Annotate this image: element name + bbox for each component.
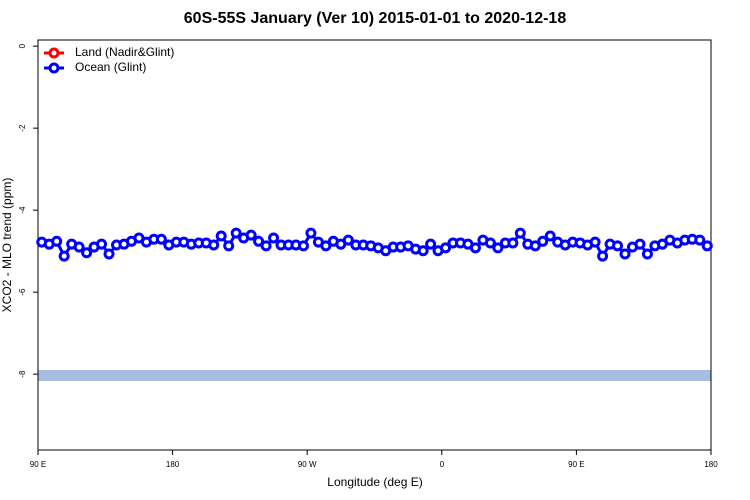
data-point — [297, 240, 309, 252]
data-point — [155, 233, 167, 245]
y-tick-label: -4 — [18, 206, 27, 214]
data-point — [208, 239, 220, 251]
x-tick-label: 90 W — [298, 460, 317, 469]
x-tick-label: 90 E — [568, 460, 584, 469]
data-point — [612, 240, 624, 252]
legend-label: Land (Nadir&Glint) — [75, 45, 174, 59]
data-point — [223, 240, 235, 252]
data-point — [440, 242, 452, 254]
y-axis-label: XCO2 - MLO trend (ppm) — [0, 178, 14, 313]
data-point — [589, 236, 601, 248]
x-tick-label: 180 — [704, 460, 718, 469]
data-point — [103, 248, 115, 260]
data-point — [694, 234, 706, 246]
data-point — [73, 241, 85, 253]
data-point — [529, 240, 541, 252]
chart-title: 60S-55S January (Ver 10) 2015-01-01 to 2… — [184, 10, 567, 27]
data-point — [245, 229, 257, 241]
y-tick-label: -2 — [18, 124, 27, 132]
x-tick-label: 180 — [166, 460, 180, 469]
x-tick-label: 0 — [440, 460, 445, 469]
legend-marker — [48, 62, 60, 74]
y-tick-label: -8 — [18, 370, 27, 378]
data-point — [96, 238, 108, 250]
y-tick-label: 0 — [18, 43, 27, 48]
data-point — [425, 238, 437, 250]
data-point — [619, 248, 631, 260]
x-axis-label: Longitude (deg E) — [327, 475, 422, 489]
data-point — [492, 242, 504, 254]
legend-label: Ocean (Glint) — [75, 60, 146, 74]
data-point — [320, 240, 332, 252]
data-point — [260, 240, 272, 252]
data-point — [342, 234, 354, 246]
data-point — [484, 237, 496, 249]
legend-marker — [48, 47, 60, 59]
data-point — [537, 235, 549, 247]
data-point — [58, 250, 70, 262]
y-tick-label: -6 — [18, 288, 27, 296]
data-point — [634, 238, 646, 250]
data-point — [215, 230, 227, 242]
data-point — [544, 230, 556, 242]
x-tick-label: 90 E — [30, 460, 46, 469]
data-point — [597, 250, 609, 262]
data-point — [641, 248, 653, 260]
data-point — [417, 245, 429, 257]
data-point — [701, 240, 713, 252]
data-point — [514, 227, 526, 239]
flag-band — [38, 370, 711, 381]
data-point — [253, 235, 265, 247]
data-point — [230, 227, 242, 239]
data-point — [469, 242, 481, 254]
data-point — [268, 232, 280, 244]
data-point — [81, 247, 93, 259]
data-point — [51, 235, 63, 247]
data-point — [305, 227, 317, 239]
data-point — [507, 237, 519, 249]
